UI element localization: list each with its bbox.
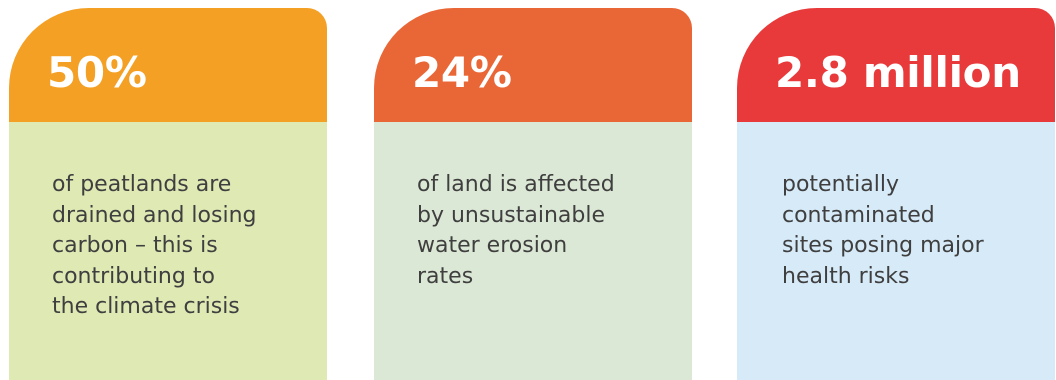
- stat-card-contaminated-sites: 2.8 million potentially contaminated sit…: [737, 8, 1055, 380]
- stat-card-body: of peatlands are drained and losing carb…: [9, 122, 327, 380]
- stat-description: potentially contaminated sites posing ma…: [782, 172, 984, 289]
- stat-card-land-erosion: 24% of land is affected by unsustainable…: [374, 8, 692, 380]
- stat-card-body: potentially contaminated sites posing ma…: [737, 122, 1055, 380]
- stat-card-header: 24%: [374, 8, 692, 122]
- stat-description: of land is affected by unsustainable wat…: [417, 172, 615, 289]
- stat-card-peatlands: 50% of peatlands are drained and losing …: [9, 8, 327, 380]
- stat-card-header: 2.8 million: [737, 8, 1055, 122]
- stat-description: of peatlands are drained and losing carb…: [52, 172, 257, 319]
- stat-value: 2.8 million: [775, 48, 1021, 97]
- stat-value: 24%: [412, 48, 512, 97]
- stat-value: 50%: [47, 48, 147, 97]
- stat-card-header: 50%: [9, 8, 327, 122]
- stat-card-body: of land is affected by unsustainable wat…: [374, 122, 692, 380]
